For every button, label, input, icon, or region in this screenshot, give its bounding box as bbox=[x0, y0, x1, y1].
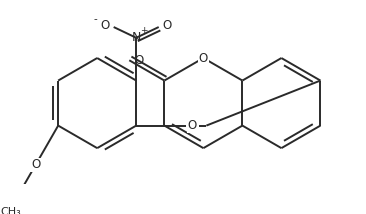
Text: O: O bbox=[162, 19, 171, 32]
Text: N: N bbox=[131, 31, 141, 44]
Text: O: O bbox=[31, 158, 40, 171]
Text: O: O bbox=[199, 52, 208, 65]
Text: O: O bbox=[135, 54, 144, 67]
Text: O: O bbox=[188, 119, 197, 132]
Text: +: + bbox=[140, 26, 147, 35]
Text: -: - bbox=[93, 14, 97, 24]
Text: O: O bbox=[100, 19, 109, 32]
Text: CH₃: CH₃ bbox=[1, 207, 21, 214]
